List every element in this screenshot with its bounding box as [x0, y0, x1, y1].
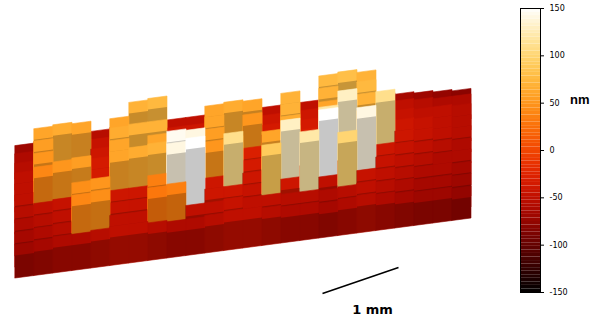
svg-text:-100: -100	[550, 241, 568, 250]
svg-text:150: 150	[550, 4, 565, 13]
svg-text:-150: -150	[550, 288, 568, 297]
svg-text:0: 0	[550, 146, 555, 155]
svg-text:-50: -50	[550, 193, 563, 202]
svg-text:100: 100	[550, 51, 565, 60]
html-text:nm: nm	[570, 92, 590, 107]
svg-text:1 mm: 1 mm	[352, 302, 393, 317]
svg-text:50: 50	[550, 99, 560, 108]
